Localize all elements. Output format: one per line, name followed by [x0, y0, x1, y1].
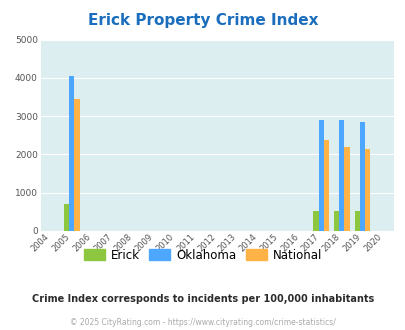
Bar: [343, 147, 349, 231]
Text: Crime Index corresponds to incidents per 100,000 inhabitants: Crime Index corresponds to incidents per…: [32, 294, 373, 304]
Bar: [74, 99, 79, 231]
Bar: [339, 120, 343, 231]
Bar: [64, 204, 69, 231]
Legend: Erick, Oklahoma, National: Erick, Oklahoma, National: [79, 244, 326, 266]
Bar: [359, 122, 364, 231]
Text: Erick Property Crime Index: Erick Property Crime Index: [87, 13, 318, 28]
Text: © 2025 CityRating.com - https://www.cityrating.com/crime-statistics/: © 2025 CityRating.com - https://www.city…: [70, 318, 335, 327]
Bar: [69, 76, 74, 231]
Bar: [354, 211, 359, 231]
Bar: [323, 140, 328, 231]
Bar: [333, 211, 339, 231]
Bar: [318, 120, 323, 231]
Bar: [313, 211, 318, 231]
Bar: [364, 149, 369, 231]
